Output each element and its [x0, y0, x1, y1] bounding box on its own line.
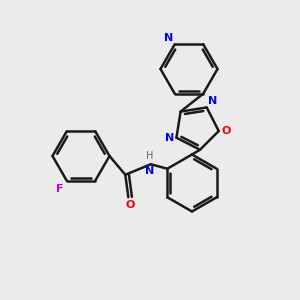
Text: N: N	[145, 166, 154, 176]
Text: H: H	[146, 151, 153, 161]
Text: N: N	[165, 133, 174, 143]
Text: N: N	[164, 33, 173, 43]
Text: O: O	[221, 126, 230, 136]
Text: F: F	[56, 184, 63, 194]
Text: O: O	[125, 200, 134, 210]
Text: N: N	[208, 96, 218, 106]
